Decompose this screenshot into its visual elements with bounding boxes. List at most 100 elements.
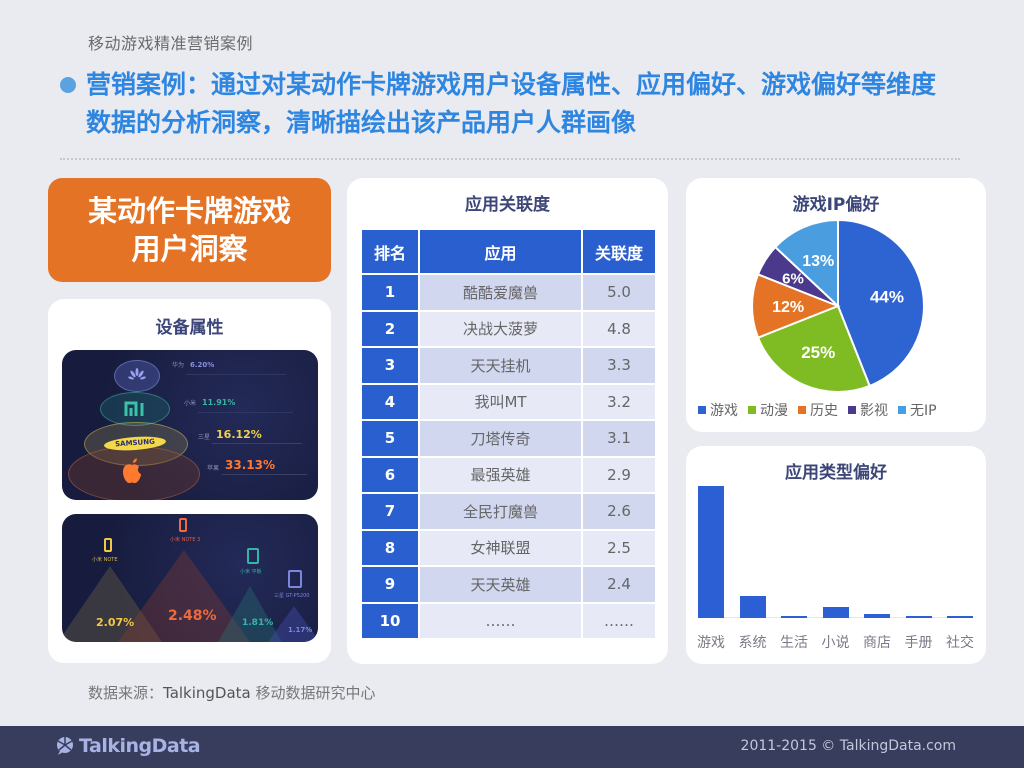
rank-cell: 10 — [362, 603, 418, 638]
model-label: 小米 NOTE 3 — [170, 537, 201, 543]
brand-share-panel: SAMSUNG 华为 6.20% 小米 11.91% 三星 16.12% 苹果 … — [62, 350, 318, 500]
breadcrumb: 移动游戏精准营销案例 — [88, 34, 254, 53]
legend-swatch-icon — [698, 406, 706, 414]
column-header-score: 关联度 — [583, 230, 655, 273]
app-cell: 刀塔传奇 — [420, 421, 581, 456]
legend-item: 历史 — [798, 400, 838, 420]
bar — [905, 616, 932, 618]
legend-item: 无IP — [898, 400, 937, 420]
card-title: 游戏IP偏好 — [792, 195, 880, 215]
bar — [739, 595, 766, 618]
pie-slice-label: 25% — [801, 343, 835, 362]
rank-cell: 5 — [362, 421, 418, 456]
table-row: 3 天天挂机 3.3 — [362, 348, 655, 383]
headline: 营销案例：通过对某动作卡牌游戏用户设备属性、应用偏好、游戏偏好等维度数据的分析洞… — [58, 66, 958, 142]
phone-icon — [179, 518, 187, 532]
bar-axis-label: 商店 — [863, 635, 891, 651]
brand-pct: 33.13% — [225, 458, 275, 472]
headline-text: 营销案例：通过对某动作卡牌游戏用户设备属性、应用偏好、游戏偏好等维度数据的分析洞… — [86, 70, 937, 137]
card-title: 应用类型偏好 — [785, 463, 887, 483]
rank-cell: 9 — [362, 567, 418, 602]
bar — [822, 606, 849, 618]
brand-row-apple: 苹果 33.13% — [207, 458, 275, 472]
score-cell: 2.4 — [583, 567, 655, 602]
talkingdata-logo: TalkingData — [55, 735, 201, 757]
legend-swatch-icon — [898, 406, 906, 414]
app-cell: …… — [420, 603, 581, 638]
dotted-divider — [60, 158, 960, 160]
model-label: 三星 GT-P5200 — [274, 593, 310, 599]
column-header-app: 应用 — [420, 230, 581, 273]
bar-axis-label: 手册 — [904, 635, 933, 651]
pie-slice-label: 12% — [772, 299, 804, 316]
rank-cell: 8 — [362, 530, 418, 565]
model-triangle — [268, 606, 318, 642]
model-label: 小米 NOTE — [92, 557, 118, 563]
table-row: 8 女神联盟 2.5 — [362, 530, 655, 565]
phone-icon — [104, 538, 112, 552]
app-association-card: 应用关联度 排名 应用 关联度 1 酷酷爱魔兽 5.0 2 决战大菠萝 4.8 3 天天挂… — [347, 178, 668, 664]
table-row: 2 决战大菠萝 4.8 — [362, 311, 655, 346]
score-cell: 5.0 — [583, 275, 655, 310]
score-cell: …… — [583, 603, 655, 638]
model-pct: 1.81% — [242, 618, 274, 628]
legend-swatch-icon — [798, 406, 806, 414]
bar-axis-label: 小说 — [821, 635, 850, 651]
app-cell: 女神联盟 — [420, 530, 581, 565]
pie-slice — [751, 273, 841, 339]
banner-line1: 某动作卡牌游戏 — [87, 194, 291, 228]
app-cell: 天天英雄 — [420, 567, 581, 602]
brand-line — [186, 374, 286, 375]
bar-chart — [698, 476, 978, 618]
bar — [781, 616, 807, 618]
app-type-preference-card: 应用类型偏好 游戏 系统 生活 小说 商店 手册 社交 — [686, 446, 986, 664]
pie-slice-label: 6% — [782, 270, 804, 287]
huawei-ellipse — [114, 360, 160, 392]
legend-swatch-icon — [848, 406, 856, 414]
legend-swatch-icon — [748, 406, 756, 414]
footer: TalkingData 2011-2015 © TalkingData.com — [0, 726, 1024, 768]
table-row: 1 酷酷爱魔兽 5.0 — [362, 275, 655, 310]
huawei-logo-icon — [128, 368, 146, 380]
model-triangle — [118, 550, 250, 642]
app-cell: 我叫MT — [420, 384, 581, 419]
model-triangle — [218, 586, 282, 642]
tablet-icon — [247, 548, 259, 564]
score-cell: 2.6 — [583, 494, 655, 529]
pie-slice-label: 44% — [870, 288, 904, 307]
brand-row-huawei: 华为 6.20% — [172, 361, 215, 369]
device-attributes-card: 设备属性 SAMSUNG 华为 6.20% 小米 11.91% 三星 — [48, 299, 331, 663]
brand-pct: 6.20% — [190, 361, 215, 369]
tablet-icon — [288, 570, 302, 588]
brand-row-samsung: 三星 16.12% — [198, 428, 262, 441]
insight-banner: 某动作卡牌游戏 用户洞察 — [48, 178, 331, 282]
rank-cell: 7 — [362, 494, 418, 529]
model-label: 小米 平板 — [240, 569, 262, 575]
pie-legend: 游戏 动漫 历史 影视 无IP — [698, 400, 937, 420]
model-pct: 2.07% — [96, 616, 135, 629]
rank-cell: 2 — [362, 311, 418, 346]
model-triangle — [62, 566, 162, 642]
score-cell: 3.2 — [583, 384, 655, 419]
pie-slice — [773, 218, 839, 309]
talkingdata-logo-icon — [57, 737, 73, 755]
data-source: 数据来源：TalkingData 移动数据研究中心 — [88, 684, 376, 702]
pie-slice — [837, 218, 925, 388]
score-cell: 2.5 — [583, 530, 655, 565]
column-header-rank: 排名 — [362, 230, 418, 273]
table-header-row: 排名 应用 关联度 — [362, 230, 655, 273]
app-cell: 最强英雄 — [420, 457, 581, 492]
table-row: 9 天天英雄 2.4 — [362, 567, 655, 602]
bar — [864, 614, 890, 618]
bar-axis-label: 系统 — [738, 635, 767, 651]
table-row: 7 全民打魔兽 2.6 — [362, 494, 655, 529]
legend-item: 影视 — [848, 400, 888, 420]
card-title: 应用关联度 — [465, 195, 550, 215]
model-pct: 1.17% — [288, 626, 313, 634]
model-share-panel: 小米 NOTE 小米 NOTE 3 小米 平板 三星 GT-P5200 2.07… — [62, 514, 318, 642]
table-row: 6 最强英雄 2.9 — [362, 457, 655, 492]
brand-line — [222, 474, 307, 475]
legend-item: 动漫 — [748, 400, 788, 420]
score-cell: 3.1 — [583, 421, 655, 456]
rank-cell: 4 — [362, 384, 418, 419]
